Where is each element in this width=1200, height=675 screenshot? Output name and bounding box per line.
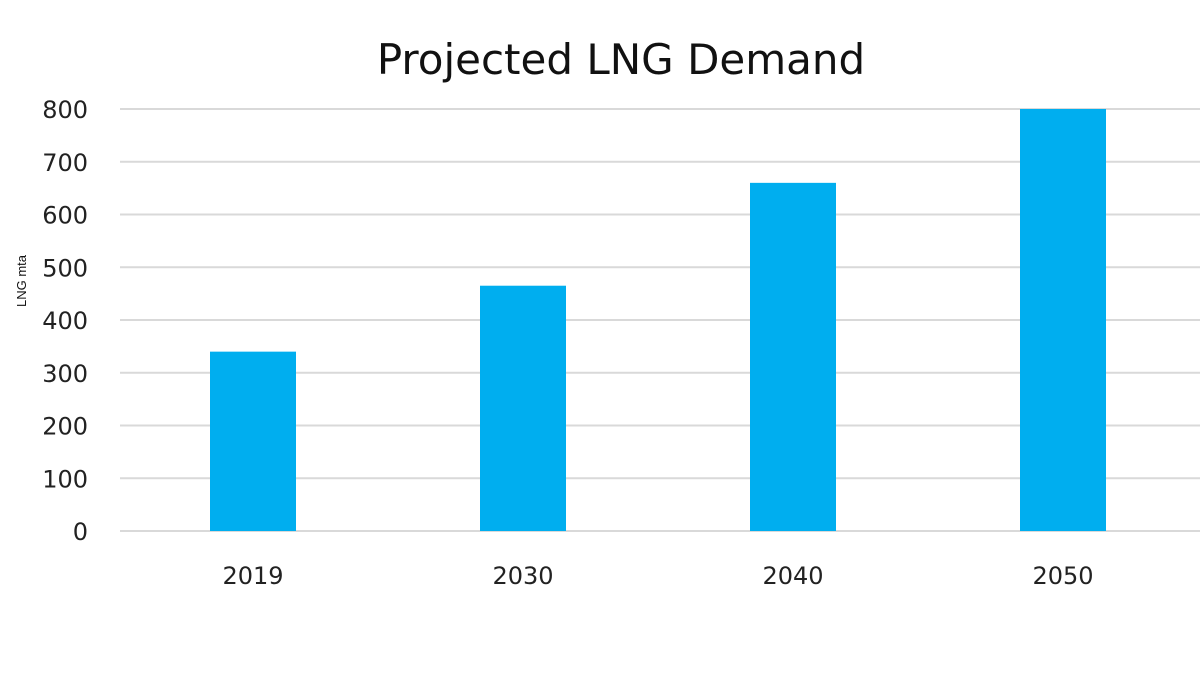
x-tick-label: 2050	[1032, 562, 1093, 590]
y-tick-label: 0	[73, 518, 88, 546]
y-axis-label: LNG mta	[14, 254, 29, 307]
x-tick-label: 2019	[222, 562, 283, 590]
y-tick-label: 100	[42, 465, 88, 493]
bar-2050	[1020, 109, 1106, 531]
y-tick-label: 800	[42, 96, 88, 124]
y-tick-label: 200	[42, 413, 88, 441]
y-tick-label: 600	[42, 202, 88, 230]
bar-2040	[750, 182, 836, 531]
y-tick-label: 700	[42, 149, 88, 177]
x-axis-ticks: 2019 2030 2040 2050	[222, 562, 1093, 590]
y-tick-label: 500	[42, 254, 88, 282]
bar-2019	[210, 351, 296, 531]
bars	[210, 109, 1106, 531]
gridlines	[120, 108, 1200, 532]
y-axis-ticks: 0 100 200 300 400 500 600 700 800	[42, 96, 88, 546]
bar-2030	[480, 285, 566, 531]
chart-title: Projected LNG Demand	[377, 35, 865, 84]
y-tick-label: 300	[42, 360, 88, 388]
y-tick-label: 400	[42, 307, 88, 335]
x-tick-label: 2040	[762, 562, 823, 590]
x-tick-label: 2030	[492, 562, 553, 590]
